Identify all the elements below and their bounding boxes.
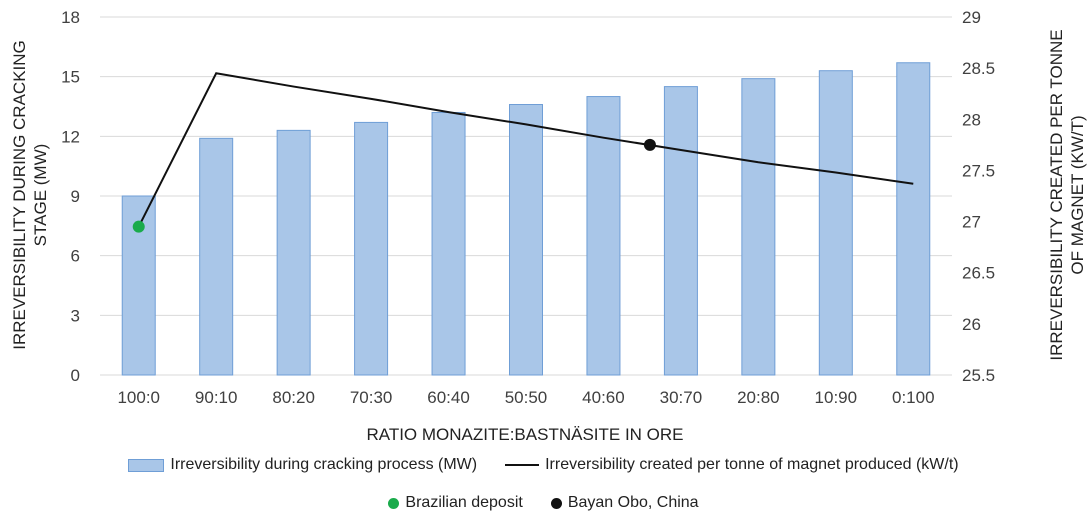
- left-axis-ticks: 0 3 6 9 12 15 18: [61, 8, 80, 385]
- left-axis-title-line2: STAGE (MW): [31, 144, 50, 247]
- legend-item-line: Irreversibility created per tonne of mag…: [505, 456, 959, 474]
- marker-points: [132, 138, 656, 233]
- x-axis-title: RATIO MONAZITE:BASTNÄSITE IN ORE: [366, 425, 683, 444]
- x-tick-label: 50:50: [505, 388, 548, 407]
- bar: [741, 78, 776, 376]
- legend-bayan-dot: [550, 497, 562, 509]
- legend-row-1: Irreversibility during cracking process …: [0, 456, 1087, 474]
- legend-bar-label: Irreversibility during cracking process …: [170, 456, 478, 473]
- left-axis-title: IRREVERSIBILITY DURING CRACKING STAGE (M…: [10, 40, 50, 350]
- chart-svg: 0 3 6 9 12 15 18 25.5 26 26.5 27 27.5 28 28.5 29 100:…: [10, 8, 1087, 444]
- left-tick-label: 0: [71, 366, 80, 385]
- left-tick-label: 12: [61, 127, 80, 146]
- x-tick-label: 30:70: [660, 388, 703, 407]
- right-tick-label: 26.5: [962, 264, 995, 283]
- left-tick-label: 3: [71, 306, 80, 325]
- left-tick-label: 9: [71, 187, 80, 206]
- bar: [586, 96, 621, 376]
- bar: [276, 129, 311, 376]
- legend-item-brazil: Brazilian deposit: [388, 494, 523, 512]
- legend-brazil-label: Brazilian deposit: [405, 494, 523, 511]
- right-tick-label: 28: [962, 110, 981, 129]
- bar: [509, 104, 543, 376]
- right-axis-title-line1: IRREVERSIBILITY CREATED PER TONNE: [1047, 29, 1066, 360]
- x-tick-label: 70:30: [350, 388, 393, 407]
- right-tick-label: 27.5: [962, 161, 995, 180]
- right-tick-label: 25.5: [962, 366, 995, 385]
- x-tick-label: 90:10: [195, 388, 238, 407]
- x-axis-ticks: 100:0 90:10 80:20 70:30 60:40 50:50 40:60 30:70…: [117, 388, 934, 407]
- right-tick-label: 29: [962, 8, 981, 27]
- line-series: [137, 72, 914, 228]
- right-axis-ticks: 25.5 26 26.5 27 27.5 28 28.5 29: [962, 8, 995, 385]
- legend-item-bar: Irreversibility during cracking process …: [128, 456, 477, 474]
- right-axis-title-line2: OF MAGNET (KW/T): [1068, 115, 1087, 274]
- left-tick-label: 6: [71, 247, 80, 266]
- bar: [199, 137, 234, 376]
- bar-series: [121, 62, 931, 376]
- legend-bar-swatch: [128, 458, 165, 472]
- x-tick-label: 40:60: [582, 388, 625, 407]
- marker-point: [132, 220, 145, 233]
- bar: [354, 121, 389, 376]
- x-tick-label: 10:90: [815, 388, 858, 407]
- legend-bayan-label: Bayan Obo, China: [567, 494, 699, 511]
- right-tick-label: 28.5: [962, 59, 995, 78]
- legend-brazil-dot: [388, 497, 400, 509]
- bar: [663, 86, 698, 376]
- legend-line-swatch: [505, 464, 540, 466]
- left-axis-title-line1: IRREVERSIBILITY DURING CRACKING: [10, 40, 29, 350]
- left-tick-label: 15: [61, 68, 80, 87]
- x-tick-label: 0:100: [892, 388, 935, 407]
- x-tick-label: 100:0: [117, 388, 160, 407]
- bar: [896, 62, 931, 376]
- right-tick-label: 27: [962, 213, 981, 232]
- x-tick-label: 60:40: [427, 388, 470, 407]
- bar: [818, 70, 853, 376]
- series-line: [137, 72, 914, 228]
- legend-item-bayan: Bayan Obo, China: [550, 494, 699, 512]
- left-tick-label: 18: [61, 8, 80, 27]
- legend-row-2: Brazilian deposit Bayan Obo, China: [0, 494, 1087, 512]
- bar: [431, 111, 466, 376]
- right-axis-title: IRREVERSIBILITY CREATED PER TONNE OF MAG…: [1047, 29, 1087, 360]
- right-tick-label: 26: [962, 315, 981, 334]
- x-tick-label: 80:20: [272, 388, 315, 407]
- x-tick-label: 20:80: [737, 388, 780, 407]
- legend-line-label: Irreversibility created per tonne of mag…: [545, 456, 959, 473]
- marker-point: [643, 138, 656, 151]
